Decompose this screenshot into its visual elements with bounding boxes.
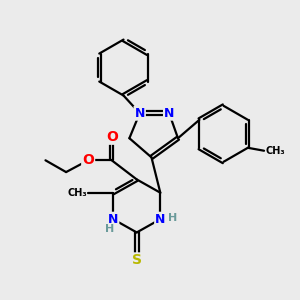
Text: O: O xyxy=(106,130,118,144)
Text: H: H xyxy=(105,224,114,235)
Text: S: S xyxy=(132,254,142,267)
Text: O: O xyxy=(82,153,94,167)
Text: N: N xyxy=(155,213,166,226)
Text: N: N xyxy=(134,107,145,120)
Text: N: N xyxy=(108,213,119,226)
Text: N: N xyxy=(164,107,174,120)
Text: CH₃: CH₃ xyxy=(266,146,285,156)
Text: CH₃: CH₃ xyxy=(67,188,87,198)
Text: H: H xyxy=(168,213,177,223)
